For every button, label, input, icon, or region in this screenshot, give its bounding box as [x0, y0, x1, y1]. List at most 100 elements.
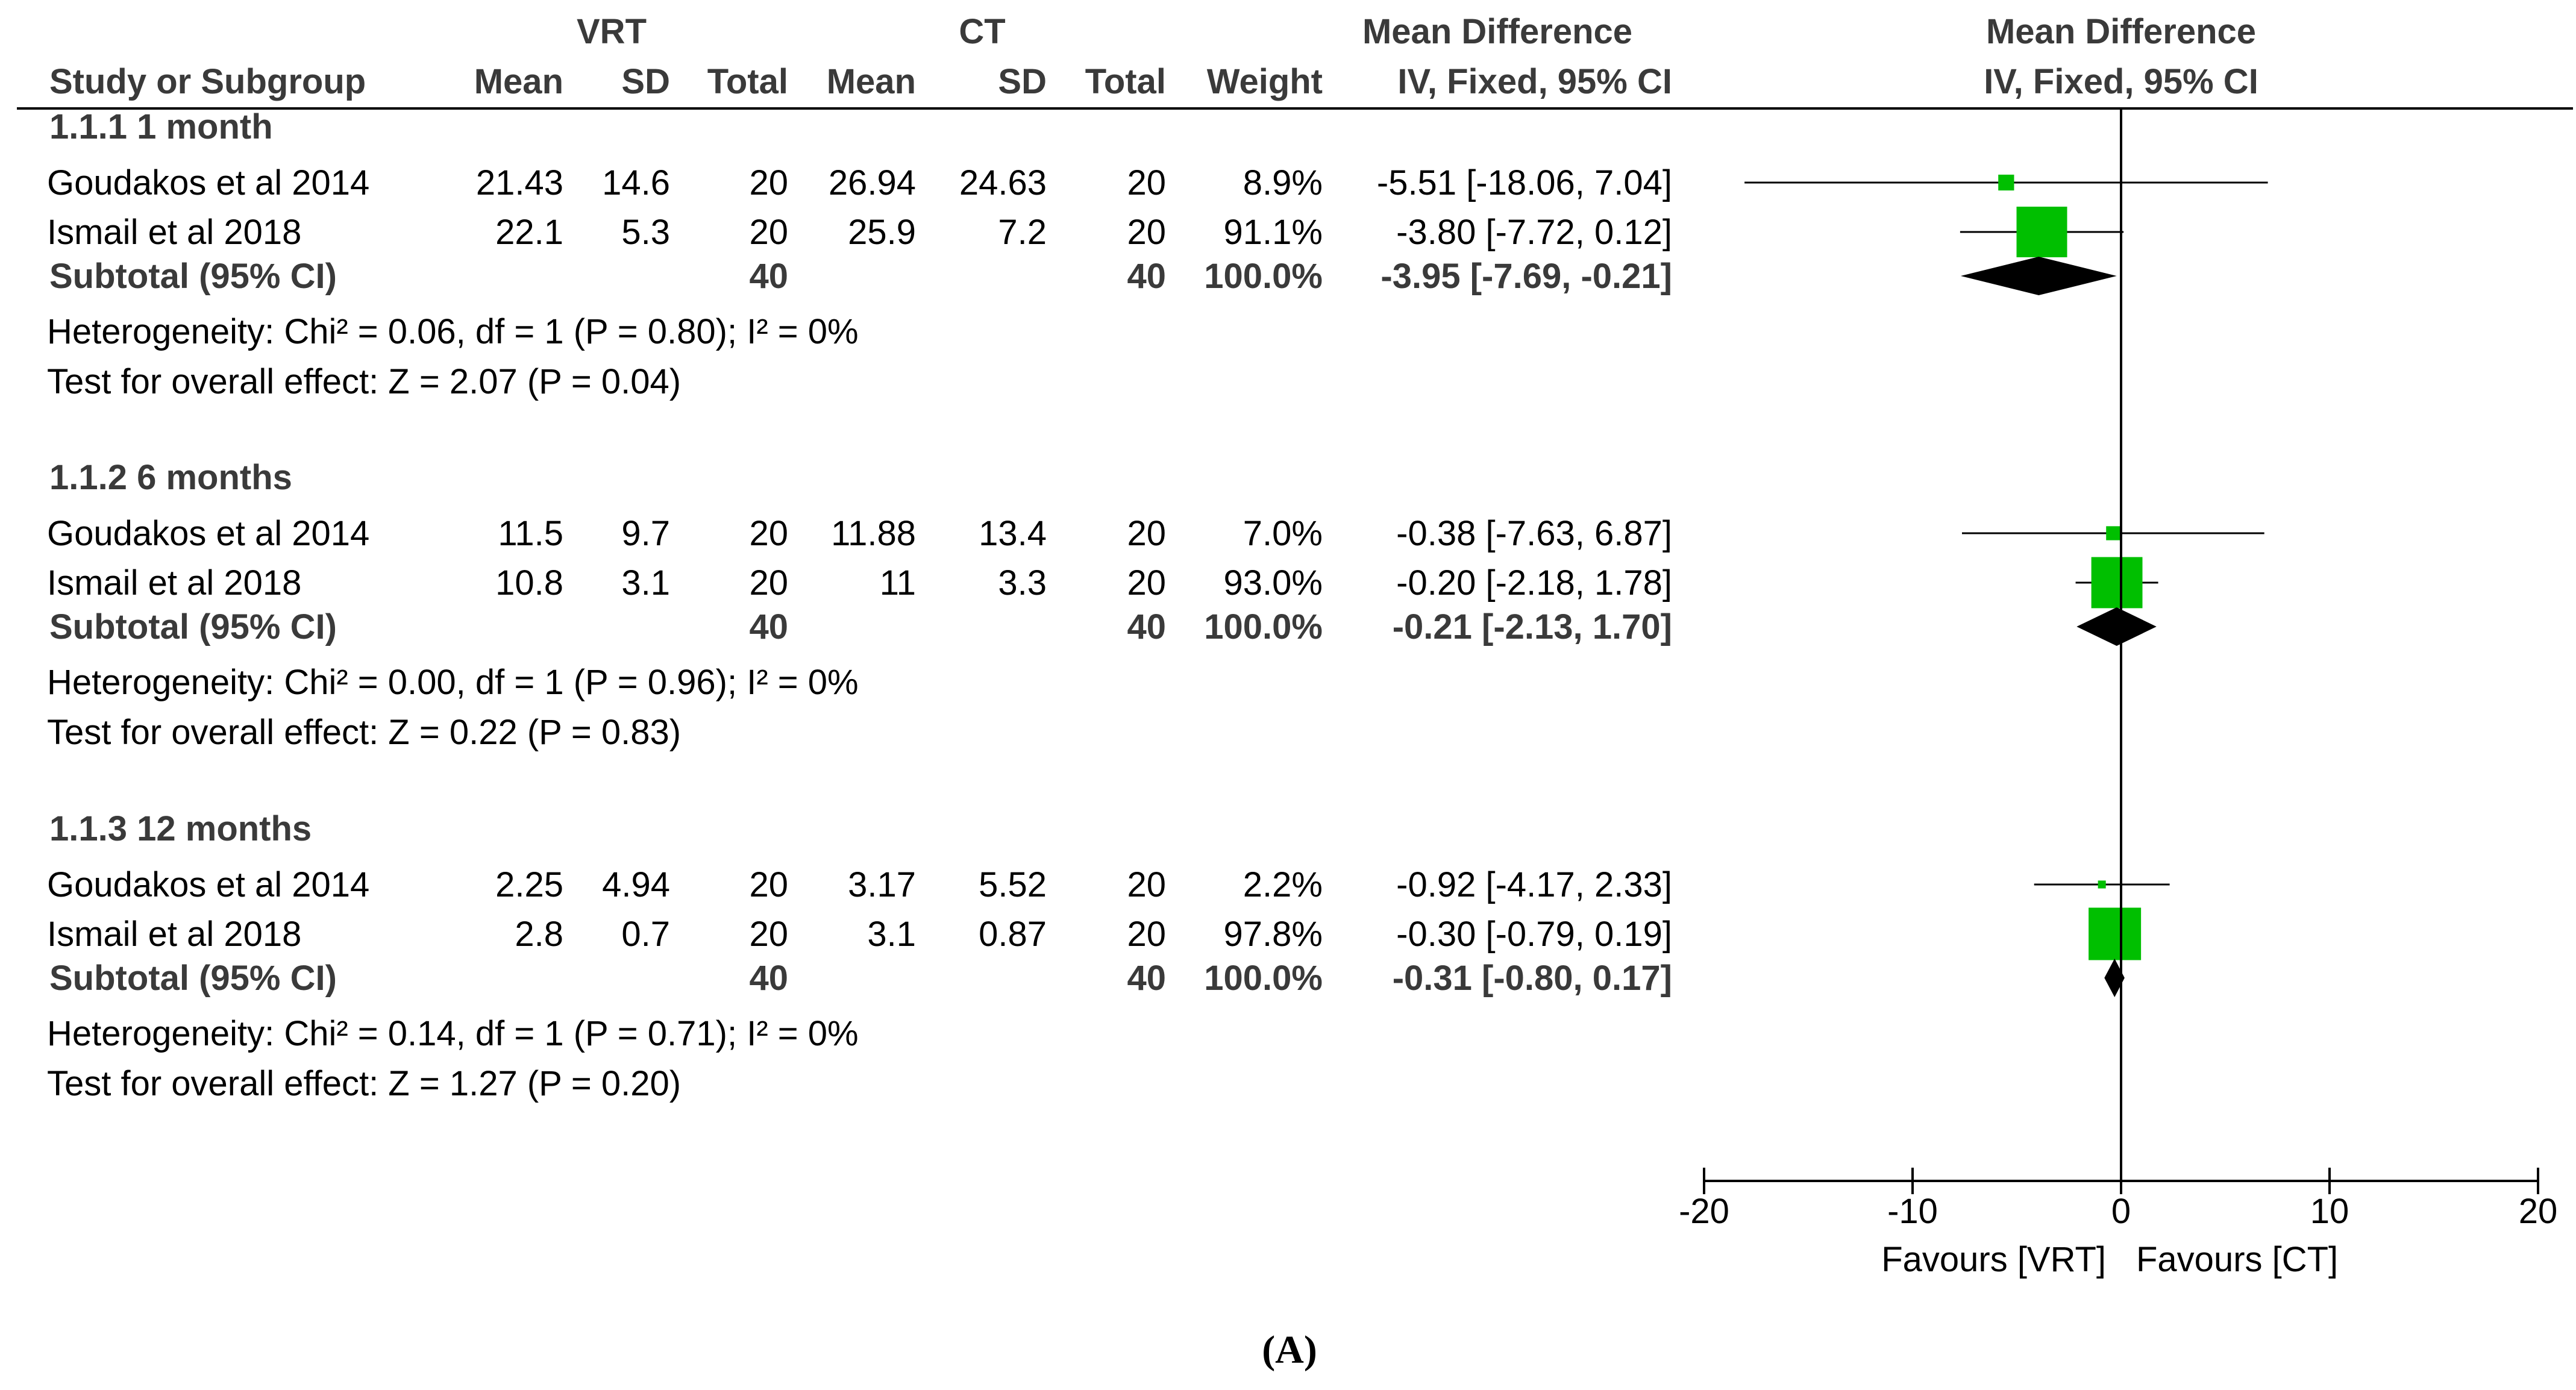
study-square: [2106, 526, 2120, 540]
study-name: Goudakos et al 2014: [47, 865, 369, 904]
tick-label: 0: [2111, 1192, 2131, 1231]
study-square: [2016, 207, 2067, 257]
study-name: Goudakos et al 2014: [47, 163, 369, 202]
vrt-mean-value: 21.43: [476, 163, 563, 202]
heterogeneity-text: Heterogeneity: Chi² = 0.00, df = 1 (P = …: [47, 663, 859, 702]
study-name: Ismail et al 2018: [47, 915, 301, 954]
ct-total-value: 20: [1127, 563, 1166, 603]
weight-value: 8.9%: [1243, 163, 1323, 202]
vrt-total-value: 20: [749, 213, 788, 252]
study-square: [1998, 174, 2014, 191]
subtotal-weight: 100.0%: [1204, 607, 1323, 646]
subtotal-ci: -0.21 [-2.13, 1.70]: [1393, 607, 1672, 646]
vrt-mean-value: 2.8: [515, 915, 563, 954]
vrt-total-value: 20: [749, 514, 788, 553]
vrt-sd-value: 0.7: [621, 915, 670, 954]
subtotal-ct-total: 40: [1127, 607, 1166, 646]
subgroup-title: 1.1.1 1 month: [49, 107, 273, 146]
heterogeneity-text: Heterogeneity: Chi² = 0.14, df = 1 (P = …: [47, 1014, 859, 1053]
md-plot-title: Mean Difference: [1986, 12, 2256, 51]
subgroup-title: 1.1.2 6 months: [49, 458, 292, 497]
subtotal-vrt-total: 40: [749, 959, 788, 998]
ct-total-header: Total: [1085, 62, 1166, 101]
figure-caption: (A): [1262, 1328, 1317, 1372]
ct-total-value: 20: [1127, 213, 1166, 252]
subtotal-diamond: [2076, 607, 2157, 646]
ct-sd-value: 5.52: [979, 865, 1047, 904]
ct-sd-value: 24.63: [959, 163, 1047, 202]
ci-value: -0.20 [-2.18, 1.78]: [1396, 563, 1672, 603]
vrt-total-value: 20: [749, 915, 788, 954]
ct-sd-value: 0.87: [979, 915, 1047, 954]
ct-sd-value: 3.3: [998, 563, 1047, 603]
vrt-sd-value: 3.1: [621, 563, 670, 603]
weight-header: Weight: [1207, 62, 1323, 101]
study-name: Ismail et al 2018: [47, 213, 301, 252]
vrt-mean-value: 11.5: [498, 514, 563, 553]
overall-effect-text: Test for overall effect: Z = 0.22 (P = 0…: [47, 713, 681, 752]
heterogeneity-text: Heterogeneity: Chi² = 0.06, df = 1 (P = …: [47, 312, 859, 351]
ct-total-value: 20: [1127, 163, 1166, 202]
x-axis: -20 -10 0 10 20 Favours [VRT] Favours [CT]: [1679, 1168, 2557, 1279]
study-column-header: Study or Subgroup: [49, 62, 366, 101]
ct-mean-value: 11.88: [831, 514, 916, 553]
ct-mean-value: 3.1: [867, 915, 916, 954]
md-plot-subtitle: IV, Fixed, 95% CI: [1984, 62, 2258, 101]
ci-value: -0.30 [-0.79, 0.19]: [1396, 915, 1672, 954]
subtotal-label: Subtotal (95% CI): [49, 257, 337, 296]
subtotal-weight: 100.0%: [1204, 257, 1323, 296]
ct-group-header: CT: [959, 12, 1005, 51]
vrt-group-header: VRT: [577, 12, 647, 51]
overall-effect-text: Test for overall effect: Z = 1.27 (P = 0…: [47, 1064, 681, 1103]
ct-mean-value: 3.17: [848, 865, 916, 904]
ct-mean-value: 26.94: [829, 163, 916, 202]
ci-value: -0.38 [-7.63, 6.87]: [1396, 514, 1672, 553]
vrt-total-header: Total: [707, 62, 788, 101]
subtotal-ci: -3.95 [-7.69, -0.21]: [1380, 257, 1672, 296]
ci-value: -5.51 [-18.06, 7.04]: [1377, 163, 1672, 202]
ct-sd-header: SD: [998, 62, 1047, 101]
tick-label: 10: [2310, 1192, 2349, 1231]
vrt-sd-value: 4.94: [602, 865, 670, 904]
md-table-subtitle: IV, Fixed, 95% CI: [1397, 62, 1672, 101]
subtotal-label: Subtotal (95% CI): [49, 959, 337, 998]
ct-total-value: 20: [1127, 865, 1166, 904]
subtotal-ct-total: 40: [1127, 257, 1166, 296]
ct-mean-header: Mean: [827, 62, 916, 101]
weight-value: 97.8%: [1224, 915, 1323, 954]
md-table-title: Mean Difference: [1362, 12, 1632, 51]
weight-value: 93.0%: [1224, 563, 1323, 603]
subtotal-vrt-total: 40: [749, 607, 788, 646]
table-rows: 1.1.1 1 month Goudakos et al 2014 21.43 14.…: [47, 107, 1672, 1103]
subtotal-diamond: [2104, 959, 2125, 997]
study-name: Ismail et al 2018: [47, 563, 301, 603]
column-headers: VRT CT Mean Difference Mean Difference S…: [49, 12, 2258, 101]
overall-effect-text: Test for overall effect: Z = 2.07 (P = 0…: [47, 362, 681, 401]
vrt-mean-value: 2.25: [495, 865, 563, 904]
weight-value: 2.2%: [1243, 865, 1323, 904]
favours-right-label: Favours [CT]: [2136, 1240, 2338, 1279]
ci-value: -0.92 [-4.17, 2.33]: [1396, 865, 1672, 904]
ct-total-value: 20: [1127, 514, 1166, 553]
vrt-total-value: 20: [749, 163, 788, 202]
vrt-sd-header: SD: [621, 62, 670, 101]
vrt-mean-value: 10.8: [495, 563, 563, 603]
study-square: [2089, 907, 2142, 960]
tick-label: 20: [2519, 1192, 2558, 1231]
study-square: [2091, 557, 2143, 609]
vrt-total-value: 20: [749, 563, 788, 603]
vrt-sd-value: 5.3: [621, 213, 670, 252]
forest-marks: [1744, 108, 2268, 1181]
ci-value: -3.80 [-7.72, 0.12]: [1396, 213, 1672, 252]
subtotal-vrt-total: 40: [749, 257, 788, 296]
ct-sd-value: 13.4: [979, 514, 1047, 553]
ct-mean-value: 11: [880, 563, 916, 603]
vrt-mean-header: Mean: [474, 62, 563, 101]
study-square: [2098, 880, 2106, 889]
favours-left-label: Favours [VRT]: [1881, 1240, 2106, 1279]
vrt-sd-value: 14.6: [602, 163, 670, 202]
study-name: Goudakos et al 2014: [47, 514, 369, 553]
vrt-total-value: 20: [749, 865, 788, 904]
ct-sd-value: 7.2: [998, 213, 1047, 252]
